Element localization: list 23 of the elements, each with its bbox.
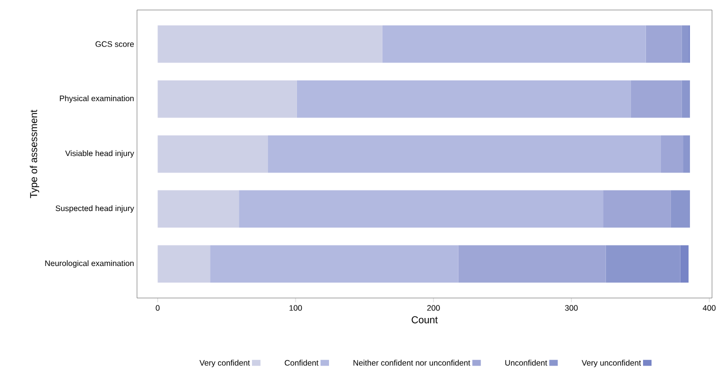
bar <box>158 25 382 63</box>
bar <box>630 80 682 118</box>
bar <box>458 245 606 283</box>
bar <box>210 245 458 283</box>
bar <box>683 135 690 173</box>
bar <box>680 245 689 283</box>
bar <box>682 80 690 118</box>
bar <box>382 25 646 63</box>
bar <box>296 80 631 118</box>
bar <box>158 190 240 228</box>
bar <box>682 25 689 63</box>
bar <box>158 245 210 283</box>
y-axis-title: Type of assessment <box>30 110 40 198</box>
bar <box>603 190 671 228</box>
x-axis-title: Count <box>412 316 438 324</box>
bar <box>646 25 682 63</box>
bar <box>158 135 268 173</box>
bar <box>158 80 297 118</box>
bar <box>239 190 604 228</box>
bar <box>268 135 661 173</box>
bar <box>670 190 690 228</box>
bar <box>660 135 684 173</box>
bar <box>606 245 680 283</box>
